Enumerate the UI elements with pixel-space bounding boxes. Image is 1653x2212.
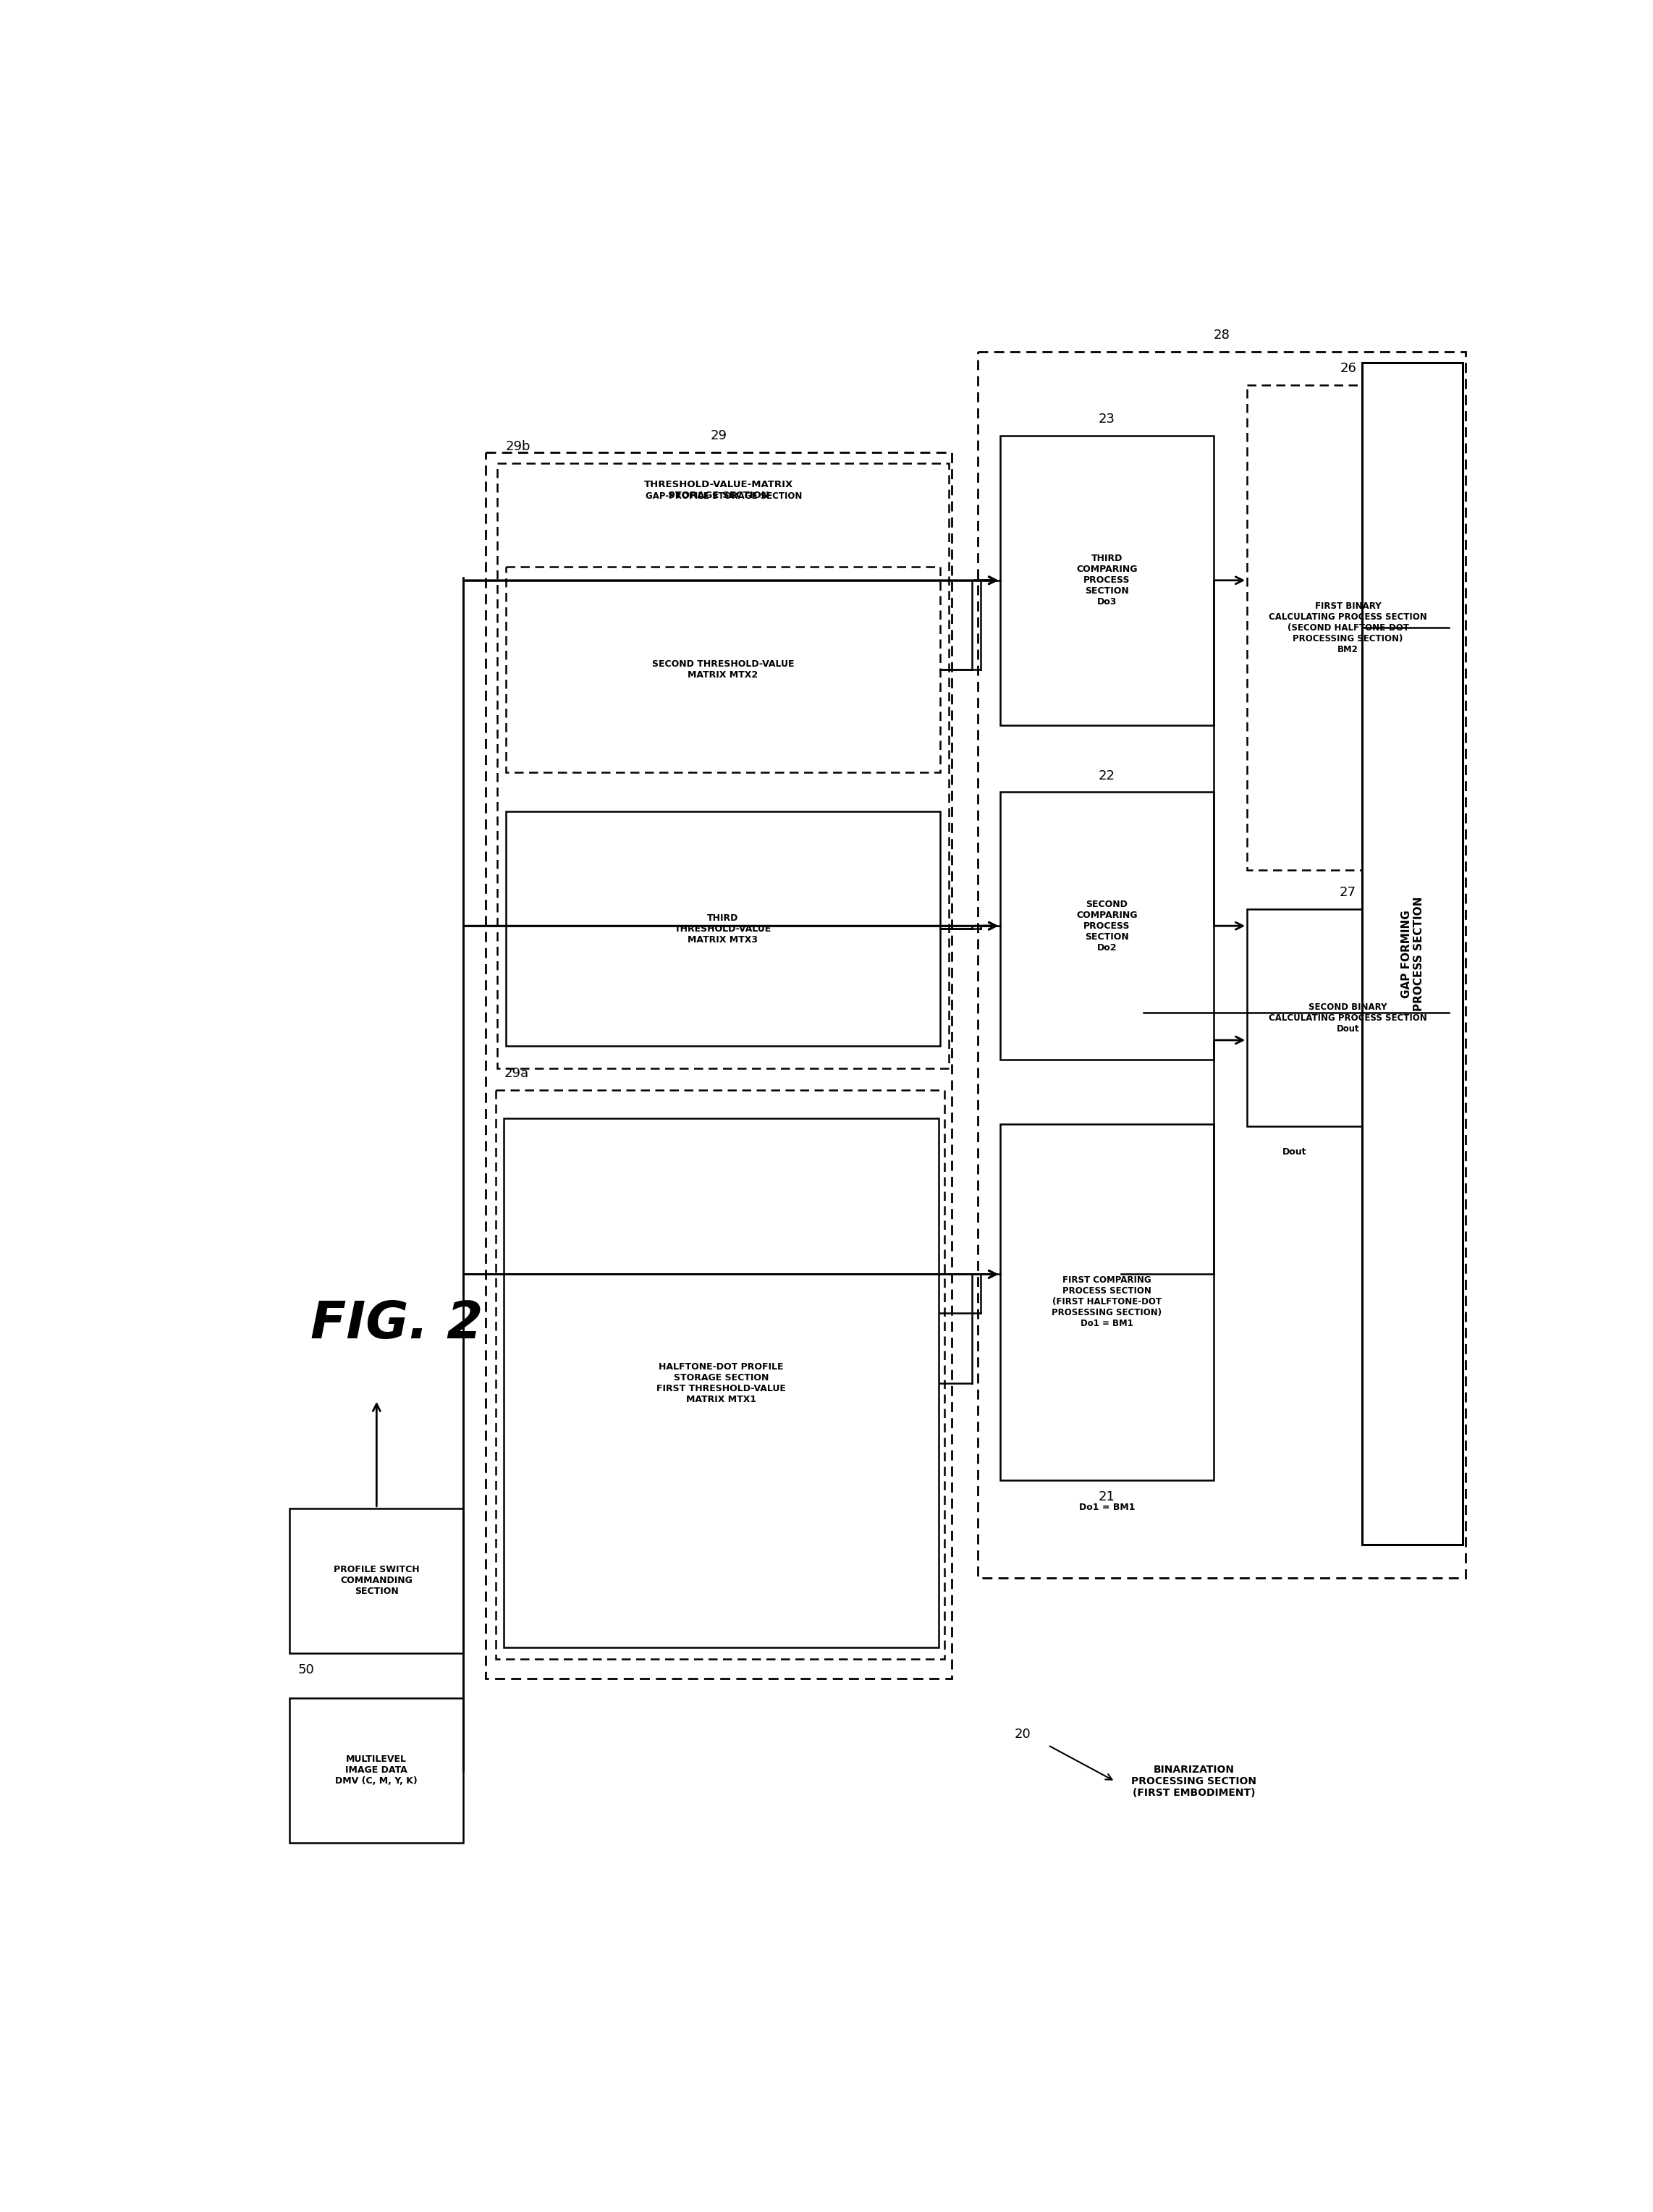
FancyBboxPatch shape xyxy=(504,1119,939,1648)
Text: BINARIZATION
PROCESSING SECTION
(FIRST EMBODIMENT): BINARIZATION PROCESSING SECTION (FIRST E… xyxy=(1131,1765,1256,1798)
FancyBboxPatch shape xyxy=(506,812,941,1046)
FancyBboxPatch shape xyxy=(1000,792,1213,1060)
Text: 21: 21 xyxy=(1099,1491,1116,1504)
Text: 22: 22 xyxy=(1099,770,1116,783)
FancyBboxPatch shape xyxy=(289,1699,463,1843)
FancyBboxPatch shape xyxy=(979,352,1466,1577)
Text: PROFILE SWITCH
COMMANDING
SECTION: PROFILE SWITCH COMMANDING SECTION xyxy=(334,1566,420,1597)
Text: 27: 27 xyxy=(1339,887,1357,898)
Text: GAP-PROFILE STORAGE SECTION: GAP-PROFILE STORAGE SECTION xyxy=(645,491,802,500)
Text: SECOND THRESHOLD-VALUE
MATRIX MTX2: SECOND THRESHOLD-VALUE MATRIX MTX2 xyxy=(651,659,793,679)
FancyBboxPatch shape xyxy=(1000,1124,1213,1480)
Text: THIRD
COMPARING
PROCESS
SECTION
Do3: THIRD COMPARING PROCESS SECTION Do3 xyxy=(1076,553,1137,606)
Text: SECOND
COMPARING
PROCESS
SECTION
Do2: SECOND COMPARING PROCESS SECTION Do2 xyxy=(1076,900,1137,953)
FancyBboxPatch shape xyxy=(1000,436,1213,726)
FancyBboxPatch shape xyxy=(1246,385,1450,869)
Text: 20: 20 xyxy=(1015,1728,1031,1741)
Text: 29: 29 xyxy=(711,429,727,442)
Text: 28: 28 xyxy=(1213,330,1230,343)
FancyBboxPatch shape xyxy=(1246,909,1450,1126)
FancyBboxPatch shape xyxy=(506,566,941,772)
Text: 50: 50 xyxy=(298,1663,314,1677)
FancyBboxPatch shape xyxy=(498,462,949,1068)
Text: THRESHOLD-VALUE-MATRIX
STORAGE SECTION: THRESHOLD-VALUE-MATRIX STORAGE SECTION xyxy=(645,480,793,500)
Text: MULTILEVEL
IMAGE DATA
DMV (C, M, Y, K): MULTILEVEL IMAGE DATA DMV (C, M, Y, K) xyxy=(336,1754,418,1785)
Text: 29b: 29b xyxy=(506,440,531,453)
Text: 23: 23 xyxy=(1099,411,1116,425)
Text: HALFTONE-DOT PROFILE
STORAGE SECTION
FIRST THRESHOLD-VALUE
MATRIX MTX1: HALFTONE-DOT PROFILE STORAGE SECTION FIR… xyxy=(656,1363,785,1405)
FancyBboxPatch shape xyxy=(289,1509,463,1652)
Text: FIG. 2: FIG. 2 xyxy=(311,1298,483,1349)
Text: Do1 = BM1: Do1 = BM1 xyxy=(1079,1502,1136,1513)
FancyBboxPatch shape xyxy=(496,1091,944,1659)
Text: THIRD
THRESHOLD-VALUE
MATRIX MTX3: THIRD THRESHOLD-VALUE MATRIX MTX3 xyxy=(674,914,772,945)
Text: FIRST COMPARING
PROCESS SECTION
(FIRST HALFTONE-DOT
PROSESSING SECTION)
Do1 = BM: FIRST COMPARING PROCESS SECTION (FIRST H… xyxy=(1051,1276,1162,1329)
Text: 29a: 29a xyxy=(504,1066,529,1079)
Text: SECOND BINARY
CALCULATING PROCESS SECTION
Dout: SECOND BINARY CALCULATING PROCESS SECTIO… xyxy=(1270,1002,1427,1033)
FancyBboxPatch shape xyxy=(486,451,952,1679)
Text: FIRST BINARY
CALCULATING PROCESS SECTION
(SECOND HALFTONE-DOT
PROCESSING SECTION: FIRST BINARY CALCULATING PROCESS SECTION… xyxy=(1270,602,1427,655)
Text: 26: 26 xyxy=(1341,363,1357,376)
FancyBboxPatch shape xyxy=(1362,363,1463,1544)
Text: GAP FORMING
PROCESS SECTION: GAP FORMING PROCESS SECTION xyxy=(1400,896,1425,1011)
Text: Dout: Dout xyxy=(1283,1146,1308,1157)
